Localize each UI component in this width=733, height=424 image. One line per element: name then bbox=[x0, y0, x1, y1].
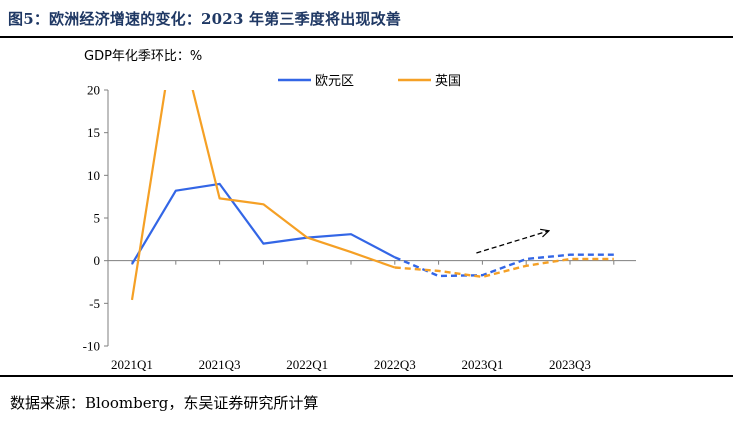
y-tick-label: 0 bbox=[94, 253, 101, 268]
y-tick-label: 15 bbox=[87, 125, 100, 140]
x-tick-label: 2023Q1 bbox=[461, 357, 503, 372]
series-eurozone-forecast-line bbox=[394, 253, 614, 278]
series-uk-solid-line bbox=[130, 90, 396, 301]
bottom-rule bbox=[0, 375, 733, 377]
legend-label-eurozone: 欧元区 bbox=[315, 74, 354, 89]
x-tick-label: 2021Q1 bbox=[111, 357, 153, 372]
source-note: 数据来源：Bloomberg，东吴证券研究所计算 bbox=[10, 394, 319, 412]
y-tick-label: -10 bbox=[83, 339, 100, 354]
trend-arrow bbox=[476, 231, 548, 254]
series-eurozone-solid-line bbox=[131, 182, 396, 265]
y-tick-label: 5 bbox=[94, 211, 101, 226]
legend-label-uk: 英国 bbox=[435, 74, 461, 89]
series-uk-forecast-line bbox=[394, 257, 614, 279]
x-tick-label: 2023Q3 bbox=[549, 357, 591, 372]
y-unit-label: GDP年化季环比：% bbox=[84, 49, 202, 64]
x-tick-label: 2021Q3 bbox=[199, 357, 241, 372]
y-tick-label: -5 bbox=[89, 296, 100, 311]
figure-title: 图5：欧洲经济增速的变化：2023 年第三季度将出现改善 bbox=[8, 10, 402, 28]
x-tick-label: 2022Q1 bbox=[286, 357, 328, 372]
y-tick-label: 20 bbox=[87, 83, 100, 98]
x-tick-label: 2022Q3 bbox=[374, 357, 416, 372]
top-rule bbox=[0, 36, 733, 38]
y-tick-label: 10 bbox=[87, 168, 100, 183]
